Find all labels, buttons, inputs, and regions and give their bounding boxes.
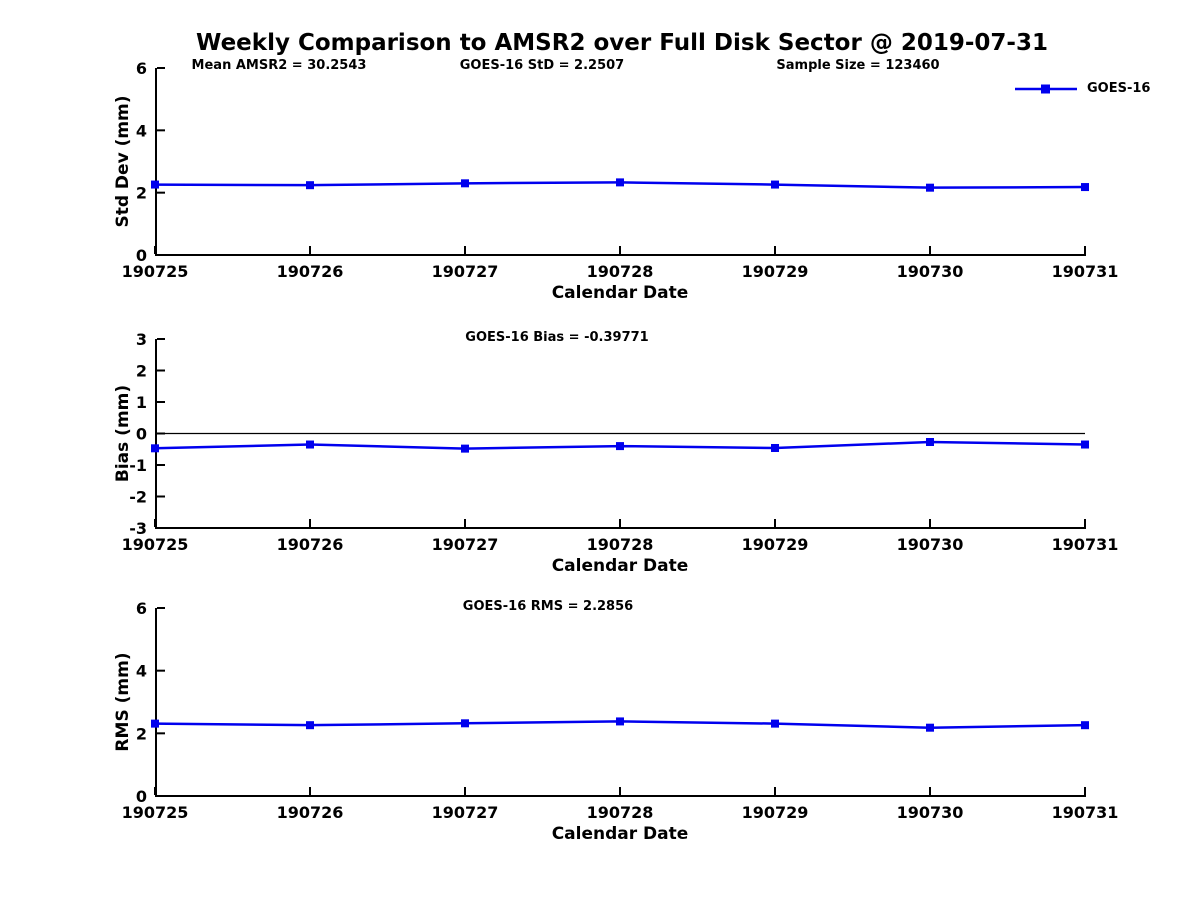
y-tick-label: -3 bbox=[129, 519, 147, 538]
data-point-marker bbox=[151, 719, 159, 728]
x-tick-label: 190731 bbox=[1052, 535, 1119, 554]
subplot-title-bias: GOES-16 Bias = -0.39771 bbox=[465, 330, 649, 345]
data-point-marker bbox=[771, 180, 779, 189]
y-axis-label: Bias (mm) bbox=[113, 385, 133, 482]
y-axis-label: Std Dev (mm) bbox=[113, 95, 133, 227]
subplot-rms bbox=[151, 607, 1089, 797]
data-point-marker bbox=[926, 438, 934, 447]
data-point-marker bbox=[771, 719, 779, 728]
data-point-marker bbox=[151, 180, 159, 189]
data-point-marker bbox=[1081, 440, 1089, 449]
x-axis-label: Calendar Date bbox=[552, 556, 689, 576]
y-tick-label: -1 bbox=[129, 456, 147, 475]
y-tick-label: 6 bbox=[136, 599, 147, 618]
y-tick-label: -2 bbox=[129, 488, 147, 507]
data-point-marker bbox=[306, 440, 314, 449]
y-tick-label: 4 bbox=[136, 121, 147, 140]
annotation-goes16-std: GOES-16 StD = 2.2507 bbox=[459, 58, 625, 73]
data-point-marker bbox=[1081, 721, 1089, 730]
y-tick-label: 1 bbox=[136, 393, 147, 412]
x-tick-label: 190728 bbox=[587, 803, 654, 822]
y-tick-label: 6 bbox=[136, 59, 147, 78]
y-tick-label: 0 bbox=[136, 787, 147, 806]
y-tick-label: 0 bbox=[136, 425, 147, 444]
x-tick-label: 190726 bbox=[277, 535, 344, 554]
x-tick-label: 190726 bbox=[277, 803, 344, 822]
data-point-marker bbox=[461, 444, 469, 453]
annotation-sample-size: Sample Size = 123460 bbox=[776, 58, 940, 73]
subplot-bias bbox=[151, 338, 1089, 529]
x-tick-label: 190729 bbox=[742, 803, 809, 822]
y-tick-label: 2 bbox=[136, 362, 147, 381]
x-tick-label: 190727 bbox=[432, 535, 499, 554]
figure-title: Weekly Comparison to AMSR2 over Full Dis… bbox=[196, 30, 1048, 56]
data-point-marker bbox=[461, 179, 469, 188]
x-tick-label: 190728 bbox=[587, 262, 654, 281]
y-tick-label: 3 bbox=[136, 330, 147, 349]
data-point-marker bbox=[926, 723, 934, 732]
data-point-marker bbox=[306, 721, 314, 730]
x-tick-label: 190726 bbox=[277, 262, 344, 281]
data-point-marker bbox=[926, 183, 934, 192]
x-tick-label: 190725 bbox=[122, 535, 189, 554]
x-tick-label: 190729 bbox=[742, 262, 809, 281]
subplot-title-rms: GOES-16 RMS = 2.2856 bbox=[462, 599, 634, 614]
y-tick-label: 0 bbox=[136, 246, 147, 265]
x-tick-label: 190725 bbox=[122, 262, 189, 281]
data-point-marker bbox=[461, 719, 469, 728]
y-tick-label: 2 bbox=[136, 724, 147, 743]
x-axis-label: Calendar Date bbox=[552, 824, 689, 844]
x-tick-label: 190725 bbox=[122, 803, 189, 822]
y-tick-label: 4 bbox=[136, 662, 147, 681]
data-point-marker bbox=[616, 442, 624, 451]
data-point-marker bbox=[306, 181, 314, 190]
data-point-marker bbox=[616, 178, 624, 187]
data-point-marker bbox=[616, 717, 624, 726]
data-point-marker bbox=[1081, 183, 1089, 192]
data-point-marker bbox=[771, 443, 779, 452]
x-tick-label: 190730 bbox=[897, 262, 964, 281]
y-tick-label: 2 bbox=[136, 184, 147, 203]
x-tick-label: 190730 bbox=[897, 535, 964, 554]
legend-label: GOES-16 bbox=[1087, 81, 1151, 96]
subplot-std-dev bbox=[151, 67, 1089, 256]
legend-line-marker-icon bbox=[1015, 84, 1077, 94]
y-axis-label: RMS (mm) bbox=[113, 652, 133, 751]
x-tick-label: 190731 bbox=[1052, 262, 1119, 281]
x-tick-label: 190727 bbox=[432, 803, 499, 822]
x-tick-label: 190727 bbox=[432, 262, 499, 281]
x-tick-label: 190730 bbox=[897, 803, 964, 822]
x-axis-label: Calendar Date bbox=[552, 283, 689, 303]
x-tick-label: 190728 bbox=[587, 535, 654, 554]
legend-square-marker-icon bbox=[1041, 84, 1050, 94]
x-tick-label: 190729 bbox=[742, 535, 809, 554]
legend: GOES-16 bbox=[1013, 80, 1150, 98]
data-point-marker bbox=[151, 444, 159, 453]
x-tick-label: 190731 bbox=[1052, 803, 1119, 822]
annotation-mean-amsr2: Mean AMSR2 = 30.2543 bbox=[191, 58, 367, 73]
